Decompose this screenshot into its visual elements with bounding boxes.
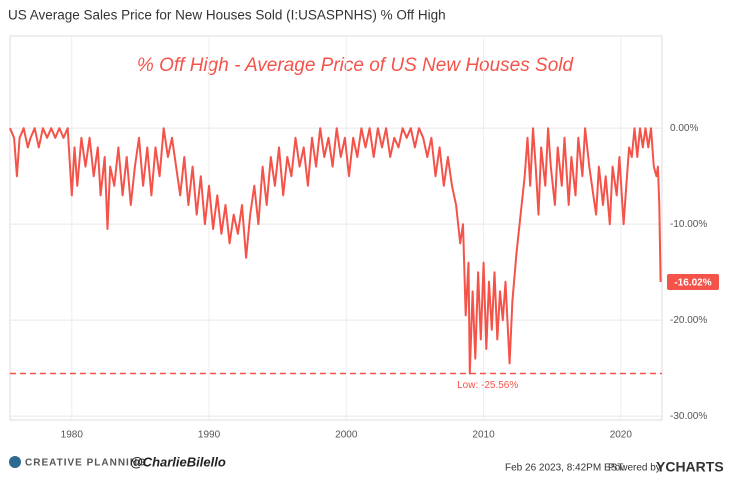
y-tick-label: 0.00%: [670, 123, 698, 134]
chart-title: US Average Sales Price for New Houses So…: [8, 8, 446, 23]
low-label: Low: -25.56%: [457, 380, 518, 391]
handle: @CharlieBilello: [130, 454, 226, 469]
x-tick-label: 2020: [610, 430, 633, 441]
annotation: % Off High - Average Price of US New Hou…: [137, 55, 575, 76]
brand-icon: [9, 456, 21, 468]
x-tick-label: 1980: [61, 430, 84, 441]
plot-frame: [9, 35, 663, 421]
x-tick-label: 2010: [472, 430, 495, 441]
footer: CREATIVE PLANNING @CharlieBilello Feb 26…: [9, 454, 724, 475]
data-line: [9, 127, 662, 375]
provider: YCHARTS: [656, 459, 724, 475]
powered-by: Powered by: [608, 463, 661, 474]
brand: CREATIVE PLANNING: [25, 458, 147, 469]
end-label: -16.02%: [674, 278, 711, 289]
y-tick-label: -30.00%: [670, 411, 707, 422]
end-badge: [667, 273, 719, 290]
y-tick-label: -10.00%: [670, 219, 707, 230]
x-tick-label: 1990: [198, 430, 221, 441]
y-tick-label: -20.00%: [670, 315, 707, 326]
timestamp: Feb 26 2023, 8:42PM EST.: [505, 463, 625, 474]
x-tick-label: 2000: [335, 430, 358, 441]
